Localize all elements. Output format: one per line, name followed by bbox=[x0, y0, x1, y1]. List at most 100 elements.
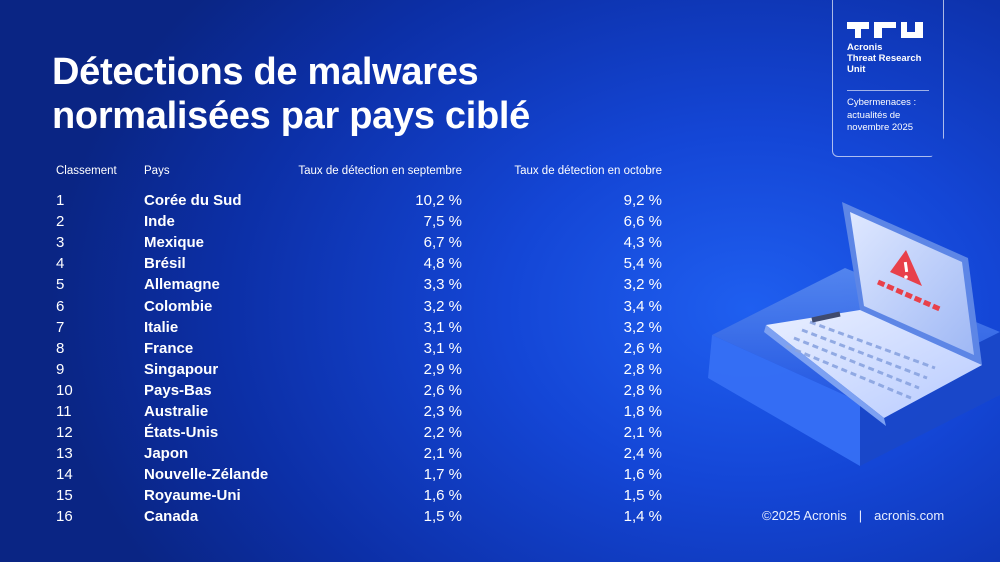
september-rate-cell: 6,7 % bbox=[423, 234, 462, 252]
country-cell: France bbox=[144, 339, 194, 357]
september-rate-cell: 2,9 % bbox=[423, 360, 462, 378]
table-row: 7 Italie 3,1 % 3,2 % bbox=[56, 317, 662, 338]
rank-cell: 9 bbox=[56, 360, 65, 378]
detection-table: Classement Pays Taux de détection en sep… bbox=[56, 160, 662, 528]
country-cell: Japon bbox=[144, 445, 189, 463]
header-country: Pays bbox=[144, 165, 170, 177]
september-rate-cell: 10,2 % bbox=[415, 192, 462, 210]
rank-cell: 14 bbox=[56, 466, 73, 484]
title-line-1: Détections de malwares bbox=[52, 51, 479, 93]
october-rate-cell: 1,8 % bbox=[623, 402, 662, 420]
rank-cell: 15 bbox=[56, 487, 73, 505]
country-cell: Italie bbox=[144, 318, 179, 336]
october-rate-cell: 6,6 % bbox=[623, 213, 662, 231]
rank-cell: 6 bbox=[56, 297, 65, 315]
country-cell: Allemagne bbox=[144, 276, 220, 294]
october-rate-cell: 3,2 % bbox=[623, 318, 662, 336]
september-rate-cell: 3,2 % bbox=[423, 297, 462, 315]
country-cell: Colombie bbox=[144, 297, 213, 315]
october-rate-cell: 5,4 % bbox=[623, 255, 662, 273]
october-rate-cell: 2,6 % bbox=[623, 339, 662, 357]
october-rate-cell: 4,3 % bbox=[623, 234, 662, 252]
rank-cell: 3 bbox=[56, 234, 65, 252]
october-rate-cell: 1,6 % bbox=[623, 466, 662, 484]
october-rate-cell: 2,8 % bbox=[623, 360, 662, 378]
footer-separator: | bbox=[858, 508, 863, 523]
website-link[interactable]: acronis.com bbox=[874, 508, 945, 523]
table-row: 14 Nouvelle-Zélande 1,7 % 1,6 % bbox=[56, 464, 662, 485]
table-body: 1 Corée du Sud 10,2 % 9,2 % 2 Inde 7,5 % 6,6 % 3… bbox=[56, 190, 662, 528]
september-rate-cell: 3,3 % bbox=[423, 276, 462, 294]
page-title: Détections de malwares normalisées par p… bbox=[52, 50, 530, 138]
table-row: 12 États-Unis 2,2 % 2,1 % bbox=[56, 422, 662, 443]
country-cell: Singapour bbox=[144, 360, 219, 378]
rank-cell: 1 bbox=[56, 192, 65, 210]
country-cell: Brésil bbox=[144, 255, 186, 273]
rank-cell: 2 bbox=[56, 213, 65, 231]
september-rate-cell: 7,5 % bbox=[423, 213, 462, 231]
rank-cell: 13 bbox=[56, 445, 73, 463]
tru-badge: Acronis Threat Research Unit Cybermenace… bbox=[832, 0, 944, 157]
table-row: 6 Colombie 3,2 % 3,4 % bbox=[56, 295, 662, 316]
september-rate-cell: 2,6 % bbox=[423, 381, 462, 399]
tru-logo-icon bbox=[847, 22, 923, 38]
table-row: 4 Brésil 4,8 % 5,4 % bbox=[56, 253, 662, 274]
header-september: Taux de détection en septembre bbox=[298, 165, 462, 177]
country-cell: Corée du Sud bbox=[144, 192, 242, 210]
rank-cell: 10 bbox=[56, 381, 73, 399]
badge-divider bbox=[847, 90, 929, 91]
rank-cell: 12 bbox=[56, 424, 73, 442]
october-rate-cell: 3,2 % bbox=[623, 276, 662, 294]
september-rate-cell: 4,8 % bbox=[423, 255, 462, 273]
september-rate-cell: 3,1 % bbox=[423, 339, 462, 357]
country-cell: Royaume-Uni bbox=[144, 487, 241, 505]
country-cell: Pays-Bas bbox=[144, 381, 212, 399]
badge-issue: Cybermenaces : actualités de novembre 20… bbox=[847, 97, 917, 133]
september-rate-cell: 2,1 % bbox=[423, 445, 462, 463]
country-cell: Mexique bbox=[144, 234, 205, 252]
country-cell: Australie bbox=[144, 402, 209, 420]
table-row: 15 Royaume-Uni 1,6 % 1,5 % bbox=[56, 485, 662, 506]
october-rate-cell: 2,1 % bbox=[623, 424, 662, 442]
september-rate-cell: 1,6 % bbox=[423, 487, 462, 505]
october-rate-cell: 9,2 % bbox=[623, 192, 662, 210]
copyright: ©2025 Acronis bbox=[762, 508, 847, 523]
badge-org-name: Acronis Threat Research Unit bbox=[847, 42, 922, 75]
country-cell: Inde bbox=[144, 213, 175, 231]
september-rate-cell: 1,7 % bbox=[423, 466, 462, 484]
october-rate-cell: 1,5 % bbox=[623, 487, 662, 505]
september-rate-cell: 2,3 % bbox=[423, 402, 462, 420]
table-row: 3 Mexique 6,7 % 4,3 % bbox=[56, 232, 662, 253]
footer: ©2025 Acronis | acronis.com bbox=[762, 508, 944, 523]
october-rate-cell: 3,4 % bbox=[623, 297, 662, 315]
laptop-warning-icon bbox=[708, 202, 1000, 466]
header-october: Taux de détection en octobre bbox=[514, 165, 662, 177]
rank-cell: 11 bbox=[56, 402, 72, 420]
header-rank: Classement bbox=[56, 165, 117, 177]
september-rate-cell: 1,5 % bbox=[423, 508, 462, 526]
table-row: 13 Japon 2,1 % 2,4 % bbox=[56, 443, 662, 464]
table-row: 10 Pays-Bas 2,6 % 2,8 % bbox=[56, 380, 662, 401]
table-row: 16 Canada 1,5 % 1,4 % bbox=[56, 506, 662, 527]
table-row: 1 Corée du Sud 10,2 % 9,2 % bbox=[56, 190, 662, 211]
country-cell: États-Unis bbox=[144, 424, 219, 442]
table-row: 2 Inde 7,5 % 6,6 % bbox=[56, 211, 662, 232]
september-rate-cell: 2,2 % bbox=[423, 424, 462, 442]
october-rate-cell: 2,8 % bbox=[623, 381, 662, 399]
october-rate-cell: 2,4 % bbox=[623, 445, 662, 463]
country-cell: Nouvelle-Zélande bbox=[144, 466, 269, 484]
rank-cell: 4 bbox=[56, 255, 65, 273]
table-row: 8 France 3,1 % 2,6 % bbox=[56, 338, 662, 359]
title-line-2: normalisées par pays ciblé bbox=[52, 95, 530, 137]
rank-cell: 16 bbox=[56, 508, 73, 526]
country-cell: Canada bbox=[144, 508, 199, 526]
table-row: 11 Australie 2,3 % 1,8 % bbox=[56, 401, 662, 422]
september-rate-cell: 3,1 % bbox=[423, 318, 462, 336]
october-rate-cell: 1,4 % bbox=[623, 508, 662, 526]
rank-cell: 5 bbox=[56, 276, 65, 294]
table-row: 5 Allemagne 3,3 % 3,2 % bbox=[56, 274, 662, 295]
table-header-row: Classement Pays Taux de détection en sep… bbox=[56, 160, 662, 190]
table-row: 9 Singapour 2,9 % 2,8 % bbox=[56, 359, 662, 380]
rank-cell: 8 bbox=[56, 339, 65, 357]
rank-cell: 7 bbox=[56, 318, 65, 336]
